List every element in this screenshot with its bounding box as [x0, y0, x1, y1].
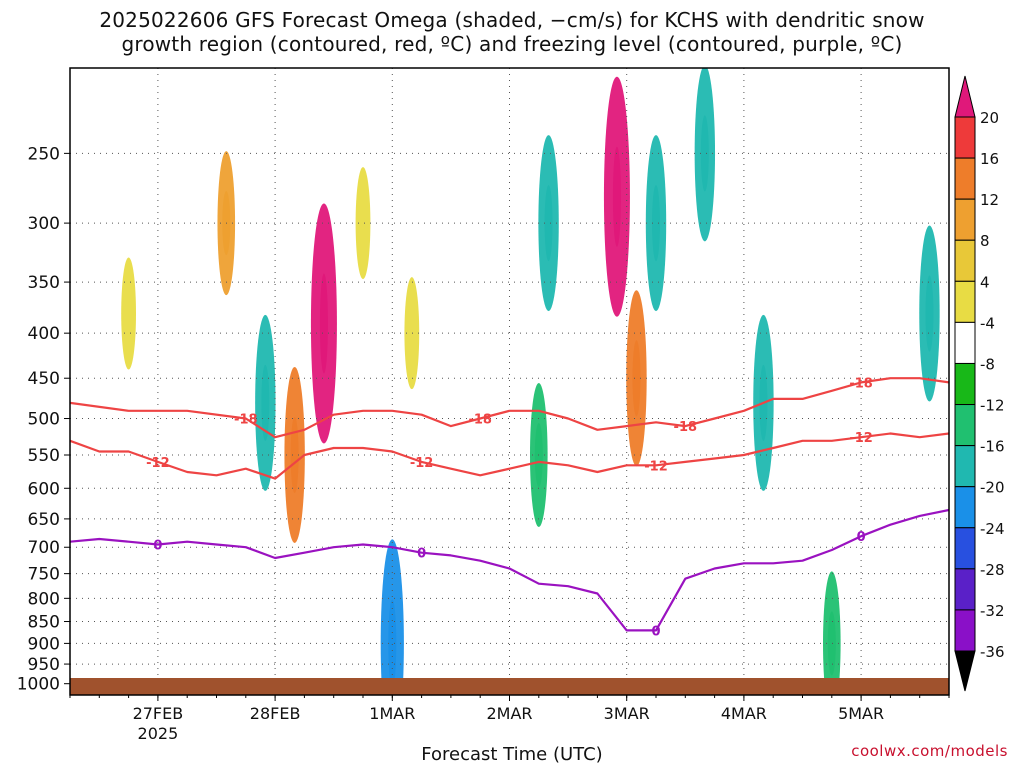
colorbar: 20 16 12 8 4 -4 -8 -12 -16 -20 -24 -28 -32 -36: [954, 75, 1005, 692]
colorbar-bin: [954, 609, 976, 652]
contour-label: -18: [849, 376, 873, 391]
contour-label: 0: [651, 624, 660, 639]
colorbar-bin: [954, 239, 976, 282]
contour-label: -18: [468, 413, 492, 428]
y-tick-label: 600: [28, 479, 60, 499]
y-tick-label: 400: [28, 324, 60, 344]
colorbar-bin: [954, 486, 976, 529]
colorbar-bin: [954, 321, 976, 364]
colorbar-label: -28: [980, 561, 1005, 579]
colorbar-label: -32: [980, 602, 1005, 620]
colorbar-label: 16: [980, 150, 999, 168]
y-tick-label: 650: [28, 510, 60, 530]
chart-title-line2: growth region (contoured, red, ºC) and f…: [121, 32, 903, 56]
y-tick-label: 300: [28, 214, 60, 234]
contour-label: -12: [849, 431, 873, 446]
colorbar-label: 4: [980, 273, 990, 291]
colorbar-top-arrow: [954, 75, 976, 118]
y-axis: 2503003504004505005506006507007508008509…: [17, 144, 70, 695]
y-tick-label: 850: [28, 613, 60, 633]
omega-cell-core: [652, 185, 660, 262]
chart-title: 2025022606 GFS Forecast Omega (shaded, −…: [0, 8, 1024, 56]
omega-cell-core: [632, 340, 641, 417]
omega-cell-core: [261, 364, 270, 441]
y-tick-label: 950: [28, 655, 60, 675]
x-tick-label: 2MAR: [486, 704, 532, 723]
gridlines: [70, 68, 949, 685]
colorbar-label: -4: [980, 314, 995, 332]
contour-label: -18: [234, 413, 258, 428]
contour-label: -12: [410, 456, 434, 471]
colorbar-bin: [954, 157, 976, 200]
omega-cell-core: [700, 115, 709, 192]
y-tick-label: 750: [28, 565, 60, 585]
contour-line-0: [70, 508, 949, 632]
omega-cell-core: [290, 416, 299, 493]
colorbar-bin: [954, 362, 976, 406]
colorbar-bin: [954, 527, 976, 570]
x-tick-label: 5MAR: [838, 704, 884, 723]
colorbar-bin: [954, 116, 976, 159]
colorbar-label: 8: [980, 232, 990, 250]
x-tick-label: 1MAR: [369, 704, 415, 723]
colorbar-bin: [954, 280, 976, 323]
omega-cell-core: [925, 275, 934, 352]
contour-label: -18: [674, 420, 698, 435]
source-credit: coolwx.com/models: [851, 742, 1008, 760]
contour-label: -12: [146, 456, 170, 471]
y-tick-label: 500: [28, 410, 60, 430]
plot-frame: [69, 67, 950, 696]
omega-cell-core: [612, 146, 621, 247]
omega-cell: [121, 257, 136, 370]
contour-label: 0: [857, 530, 866, 545]
x-tick-label: 27FEB: [133, 704, 184, 723]
contour-label: -12: [644, 459, 668, 474]
omega-cell: [355, 167, 371, 280]
y-tick-label: 900: [28, 634, 60, 654]
x-tick-label: 3MAR: [604, 704, 650, 723]
colorbar-label: -20: [980, 479, 1005, 497]
colorbar-label: -12: [980, 397, 1005, 415]
y-tick-label: 450: [28, 369, 60, 389]
x-tick-sublabel: 2025: [138, 724, 179, 743]
colorbar-bottom-arrow: [954, 650, 976, 692]
omega-cell-core: [827, 611, 836, 676]
y-tick-label: 550: [28, 446, 60, 466]
colorbar-label: -16: [980, 438, 1005, 456]
y-tick-label: 800: [28, 589, 60, 609]
terrain-ground: [70, 678, 949, 695]
x-tick-label: 28FEB: [250, 704, 301, 723]
omega-shading: [121, 68, 940, 695]
colorbar-label: 12: [980, 191, 999, 209]
x-axis-title: Forecast Time (UTC): [421, 744, 603, 765]
contour-label: 0: [153, 539, 162, 554]
colorbar-bin: [954, 198, 976, 241]
y-tick-label: 1000: [17, 675, 60, 695]
x-tick-label: 4MAR: [721, 704, 767, 723]
colorbar-label: -24: [980, 520, 1005, 538]
omega-cell: [404, 277, 420, 390]
contour-label: 0: [417, 547, 426, 562]
colorbar-label: -8: [980, 355, 995, 373]
colorbar-label: -36: [980, 643, 1005, 661]
colorbar-bin: [954, 445, 976, 488]
contour-line--12: [70, 432, 949, 480]
y-tick-label: 350: [28, 273, 60, 293]
colorbar-label: 20: [980, 109, 999, 127]
contours: -18 -18 -18 -18 -12 -12 -12 -12 0 0 0 0: [70, 376, 949, 639]
y-tick-label: 700: [28, 538, 60, 558]
colorbar-bin: [954, 404, 976, 447]
omega-cell-core: [319, 273, 328, 374]
colorbar-bin: [954, 568, 976, 611]
contour-line--18: [70, 377, 949, 439]
omega-cell-core: [544, 185, 553, 262]
y-tick-label: 250: [28, 144, 60, 164]
chart-title-line1: 2025022606 GFS Forecast Omega (shaded, −…: [99, 8, 925, 32]
